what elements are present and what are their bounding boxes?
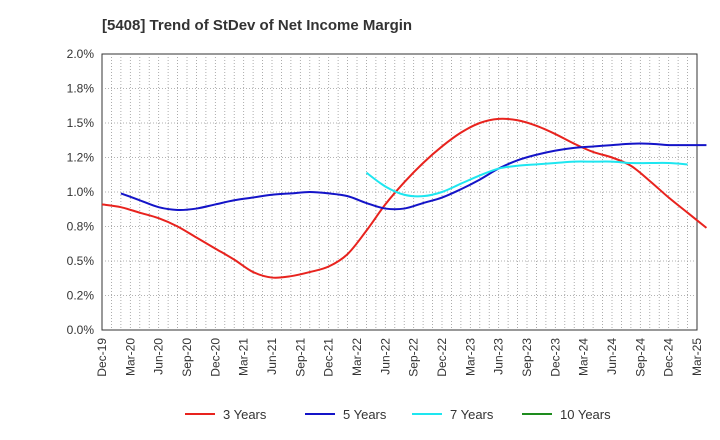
legend-label-3-years: 3 Years xyxy=(223,407,267,422)
y-tick-label: 0.8% xyxy=(67,220,95,234)
y-tick-label: 1.0% xyxy=(67,185,95,199)
x-tick-label: Sep-20 xyxy=(180,338,194,377)
x-tick-label: Mar-23 xyxy=(463,338,477,376)
y-axis-ticks: 0.0% 0.2% 0.5% 0.8% 1.0% 1.2% 1.5% 1.8% 2.0% xyxy=(67,47,95,337)
x-tick-label: Sep-22 xyxy=(407,338,421,377)
x-tick-label: Dec-23 xyxy=(548,338,562,377)
y-tick-label: 0.5% xyxy=(67,254,95,268)
x-tick-label: Mar-20 xyxy=(123,338,137,376)
x-tick-label: Mar-21 xyxy=(237,338,251,376)
series-lines xyxy=(101,117,708,279)
x-tick-label: Sep-21 xyxy=(293,338,307,377)
y-tick-label: 2.0% xyxy=(67,47,95,61)
x-tick-label: Dec-24 xyxy=(662,338,676,377)
legend-label-10-years: 10 Years xyxy=(560,407,611,422)
legend: 3 Years 5 Years 7 Years 10 Years xyxy=(185,407,611,422)
x-tick-label: Dec-22 xyxy=(435,338,449,377)
y-tick-label: 0.2% xyxy=(67,289,95,303)
x-tick-label: Jun-21 xyxy=(265,338,279,375)
legend-label-5-years: 5 Years xyxy=(343,407,387,422)
y-tick-label: 0.0% xyxy=(67,323,95,337)
x-tick-label: Mar-25 xyxy=(690,338,704,376)
y-tick-label: 1.8% xyxy=(67,82,95,96)
x-tick-label: Dec-19 xyxy=(95,338,109,377)
series-line-7-years xyxy=(365,160,688,198)
x-tick-label: Jun-23 xyxy=(492,338,506,375)
x-axis-ticks: Dec-19 Mar-20 Jun-20 Sep-20 Dec-20 Mar-21 Jun-… xyxy=(95,338,704,377)
x-tick-label: Jun-22 xyxy=(378,338,392,375)
x-tick-label: Dec-21 xyxy=(322,338,336,377)
x-tick-label: Sep-23 xyxy=(520,338,534,377)
x-tick-label: Sep-24 xyxy=(633,338,647,377)
legend-label-7-years: 7 Years xyxy=(450,407,494,422)
series-line-3-years xyxy=(101,117,708,279)
y-tick-label: 1.5% xyxy=(67,116,95,130)
chart-title: [5408] Trend of StDev of Net Income Marg… xyxy=(102,17,412,34)
x-tick-label: Dec-20 xyxy=(208,338,222,377)
x-tick-label: Jun-24 xyxy=(605,338,619,375)
series-line-5-years xyxy=(120,142,707,211)
x-tick-label: Mar-22 xyxy=(350,338,364,376)
grid xyxy=(102,54,697,330)
y-tick-label: 1.2% xyxy=(67,151,95,165)
x-tick-label: Mar-24 xyxy=(577,338,591,376)
x-tick-label: Jun-20 xyxy=(152,338,166,375)
